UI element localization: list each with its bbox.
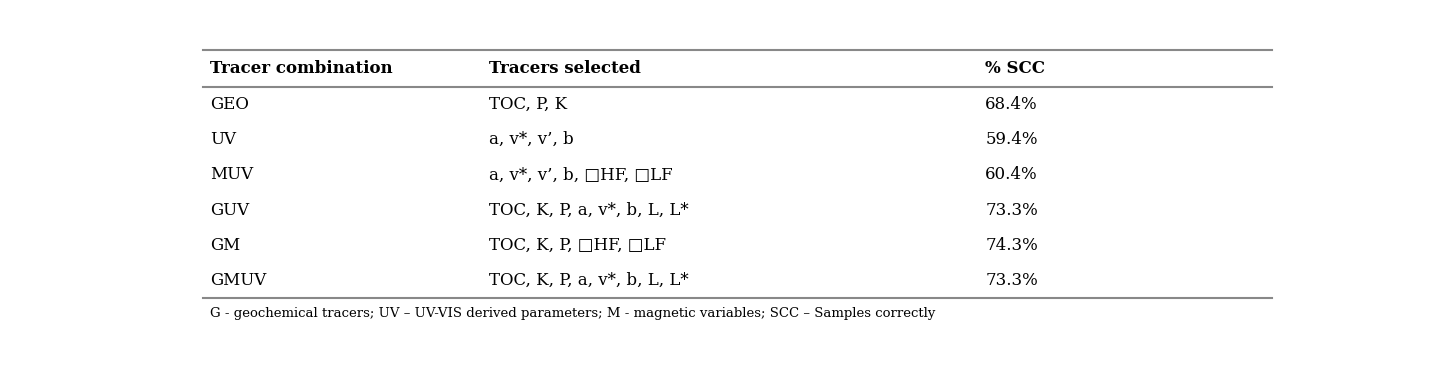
Text: GUV: GUV [211, 201, 250, 219]
Text: TOC, K, P, a, v*, b, L, L*: TOC, K, P, a, v*, b, L, L* [489, 201, 689, 219]
Text: GEO: GEO [211, 96, 250, 113]
Text: MUV: MUV [211, 166, 254, 183]
Text: UV: UV [211, 131, 237, 148]
Text: a, v*, v’, b, □HF, □LF: a, v*, v’, b, □HF, □LF [489, 166, 673, 183]
Text: TOC, K, P, □HF, □LF: TOC, K, P, □HF, □LF [489, 237, 666, 254]
Text: 59.4%: 59.4% [986, 131, 1038, 148]
Text: 60.4%: 60.4% [986, 166, 1038, 183]
Text: Tracers selected: Tracers selected [489, 60, 641, 77]
Text: 73.3%: 73.3% [986, 272, 1038, 289]
Text: TOC, K, P, a, v*, b, L, L*: TOC, K, P, a, v*, b, L, L* [489, 272, 689, 289]
Text: 68.4%: 68.4% [986, 96, 1038, 113]
Text: GM: GM [211, 237, 241, 254]
Text: TOC, P, K: TOC, P, K [489, 96, 567, 113]
Text: GMUV: GMUV [211, 272, 267, 289]
Text: G - geochemical tracers; UV – UV-VIS derived parameters; M - magnetic variables;: G - geochemical tracers; UV – UV-VIS der… [211, 307, 936, 320]
Text: a, v*, v’, b: a, v*, v’, b [489, 131, 574, 148]
Text: % SCC: % SCC [986, 60, 1045, 77]
Text: Tracer combination: Tracer combination [211, 60, 393, 77]
Text: 74.3%: 74.3% [986, 237, 1038, 254]
Text: 73.3%: 73.3% [986, 201, 1038, 219]
